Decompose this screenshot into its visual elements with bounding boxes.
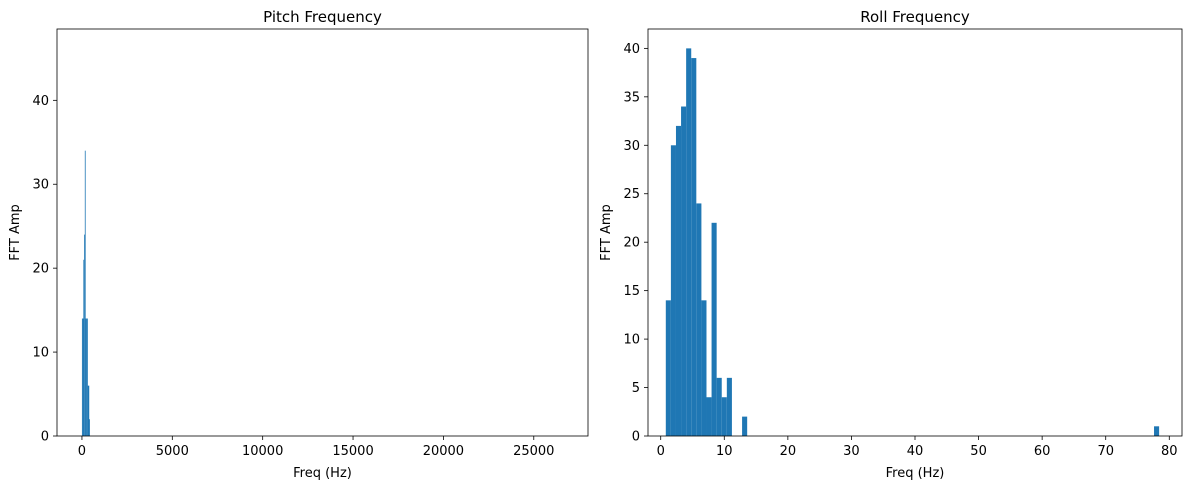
x-tick-label: 30	[843, 444, 860, 459]
y-tick-label: 35	[623, 90, 640, 105]
y-tick-label: 0	[41, 430, 49, 445]
x-tick-label: 20000	[423, 444, 464, 459]
histogram-bar	[87, 318, 88, 436]
histogram-bar	[696, 203, 702, 436]
x-ticks: 0 10 20 30 40 50 60 70 80	[657, 436, 1178, 459]
y-tick-label: 30	[623, 139, 640, 154]
x-tick-label: 70	[1097, 444, 1114, 459]
x-tick-label: 80	[1161, 444, 1178, 459]
histogram-bar	[87, 385, 89, 436]
plot-frame	[56, 28, 589, 437]
y-tick-label: 20	[623, 236, 640, 251]
x-tick-label: 10000	[242, 444, 283, 459]
histogram-bar	[691, 58, 697, 436]
x-tick-label: 0	[78, 444, 86, 459]
x-tick-label: 0	[657, 444, 665, 459]
x-tick-label: 60	[1034, 444, 1051, 459]
histogram-bar	[86, 318, 88, 436]
x-axis-label: Freq (Hz)	[886, 466, 945, 481]
y-axis-label: FFT Amp	[8, 204, 23, 261]
histogram-bar	[85, 318, 87, 436]
histogram-bar	[706, 397, 712, 436]
y-tick-label: 10	[32, 346, 49, 361]
histogram-bar	[675, 125, 682, 437]
y-tick-label: 0	[632, 430, 640, 445]
histogram-bar	[81, 318, 83, 436]
histogram-bar	[701, 300, 707, 436]
plot-frame	[647, 28, 1183, 437]
y-ticks: 0 5 10 15 20 25 30 35 40	[623, 42, 648, 445]
x-tick-label: 10	[716, 444, 733, 459]
x-tick-label: 25000	[513, 444, 554, 459]
histogram-bar	[726, 377, 732, 436]
bars	[81, 150, 90, 436]
pitch-frequency-chart: Pitch Frequency Freq (Hz) FFT Amp 0 5000 1…	[8, 8, 589, 481]
histogram-bar	[716, 377, 722, 436]
x-tick-label: 5000	[156, 444, 189, 459]
histogram-bar	[670, 145, 676, 437]
y-tick-label: 5	[632, 381, 640, 396]
x-tick-label: 50	[970, 444, 987, 459]
roll-frequency-chart: Roll Frequency Freq (Hz) FFT Amp 0 10 20 30…	[599, 8, 1183, 481]
histogram-bar	[88, 385, 90, 436]
histogram-bar	[1154, 426, 1160, 436]
y-tick-label: 25	[623, 187, 640, 202]
histogram-bar	[83, 259, 85, 436]
x-tick-label: 20	[780, 444, 797, 459]
x-ticks: 0 5000 10000 15000 20000 25000	[78, 436, 554, 459]
y-tick-label: 10	[623, 333, 640, 348]
histogram-bar	[721, 397, 727, 436]
histogram-bar	[665, 300, 671, 436]
x-axis-label: Freq (Hz)	[293, 466, 352, 481]
histogram-bar	[686, 48, 692, 436]
y-tick-label: 15	[623, 284, 640, 299]
y-tick-label: 40	[32, 94, 49, 109]
chart-title: Pitch Frequency	[263, 8, 382, 26]
histogram-bar	[742, 416, 748, 436]
histogram-bar	[82, 318, 84, 436]
histogram-bar	[711, 222, 717, 436]
bars	[665, 48, 1160, 437]
histogram-bar	[84, 150, 86, 436]
histogram-bar	[84, 234, 85, 436]
x-tick-label: 15000	[332, 444, 373, 459]
y-axis-label: FFT Amp	[599, 204, 614, 261]
y-ticks: 0 10 20 30 40	[32, 94, 57, 445]
histogram-bar	[681, 106, 687, 437]
y-tick-label: 20	[32, 262, 49, 277]
y-tick-label: 30	[32, 178, 49, 193]
y-tick-label: 40	[623, 42, 640, 57]
x-tick-label: 40	[907, 444, 924, 459]
histogram-bar	[89, 419, 90, 436]
chart-title: Roll Frequency	[860, 8, 970, 26]
